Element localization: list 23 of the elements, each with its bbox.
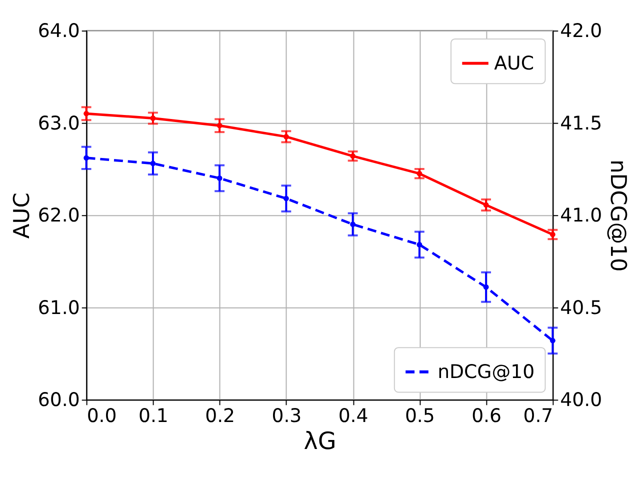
- x-tick-label: 0.3: [272, 406, 302, 427]
- y2-axis-title: nDCG@10: [605, 159, 630, 272]
- legend-label: AUC: [494, 53, 534, 74]
- y-tick-label: 61.0: [38, 298, 80, 319]
- x-tick-label: 0.2: [205, 406, 236, 427]
- y-tick-label: 63.0: [38, 113, 80, 134]
- x-tick-label: 0.7: [523, 406, 554, 427]
- y-tick-label: 62.0: [38, 206, 80, 227]
- legend-label: nDCG@10: [438, 362, 535, 383]
- y2-tick-label: 41.5: [560, 113, 602, 134]
- y2-tick-label: 41.0: [560, 206, 602, 227]
- y2-tick-label: 42.0: [560, 21, 602, 42]
- x-tick-label: 0.5: [404, 406, 435, 427]
- x-tick-label: 0.6: [472, 406, 502, 427]
- x-tick-label: 0.0: [86, 406, 117, 427]
- x-axis-title: λG: [304, 426, 336, 455]
- y2-tick-label: 40.5: [560, 298, 602, 319]
- x-tick-label: 0.1: [138, 406, 168, 427]
- x-tick-label: 0.4: [338, 406, 368, 427]
- y-tick-label: 60.0: [38, 390, 80, 412]
- y2-tick-label: 40.0: [560, 390, 602, 412]
- y-tick-label: 64.0: [38, 21, 80, 42]
- y-axis-title: AUC: [10, 192, 35, 239]
